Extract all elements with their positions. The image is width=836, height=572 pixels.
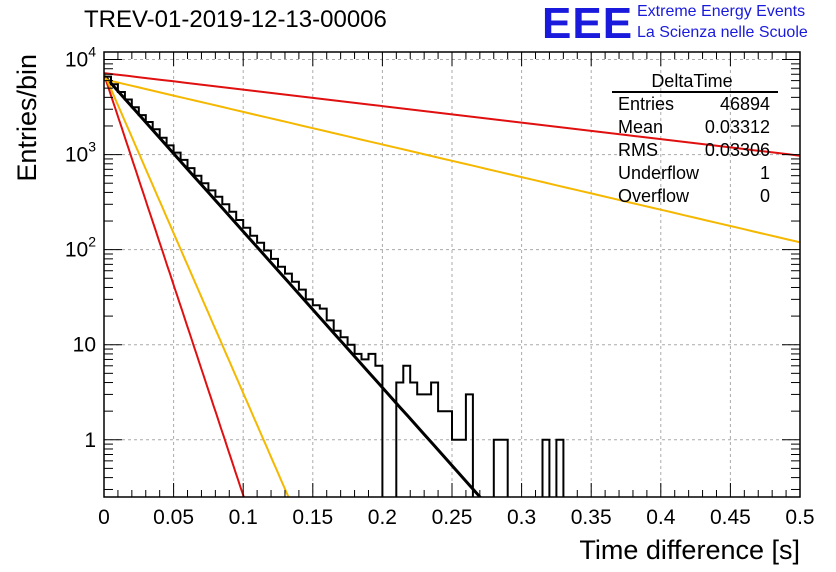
curve-red-steep-line: [104, 73, 245, 497]
curve-layer: [104, 72, 800, 497]
curve-red-flat-line: [104, 72, 800, 157]
x-tick-label: 0.4: [646, 506, 676, 529]
y-tick-label: 104: [65, 44, 96, 72]
x-tick-label: 0.25: [432, 506, 473, 529]
stats-value: 0: [760, 186, 770, 206]
histogram-layer: [104, 75, 565, 497]
stats-box: DeltaTime Entries 46894 Mean 0.03312 RMS 0.03…: [612, 71, 778, 206]
chart-title: TREV-01-2019-12-13-00006: [84, 6, 387, 33]
y-tick-label: 102: [65, 234, 96, 262]
logo-subtitle-line1: Extreme Energy Events: [637, 3, 806, 20]
y-tick-label: 1: [84, 429, 96, 452]
y-tick-label: 10: [73, 334, 96, 357]
x-tick-label: 0.05: [153, 506, 194, 529]
x-tick-label: 0.35: [571, 506, 612, 529]
logo-subtitle-line2: La Scienza nelle Scuole: [637, 24, 808, 41]
x-tick-label: 0.3: [507, 506, 536, 529]
x-tick-label: 0.15: [292, 506, 333, 529]
curve-orange-flat-line: [104, 78, 800, 244]
stats-label: Underflow: [618, 163, 700, 183]
x-tick-labels: 0 0.05 0.1 0.15 0.2 0.25 0.3 0.35 0.4 0.45 0.5: [98, 506, 814, 529]
y-tick-label: 103: [65, 139, 96, 167]
x-tick-label: 0.45: [710, 506, 751, 529]
x-axis-title: Time difference [s]: [579, 535, 800, 565]
stats-title: DeltaTime: [651, 71, 732, 91]
histogram-steps: [104, 75, 565, 497]
eee-logo: EEE: [542, 0, 634, 48]
stats-label: RMS: [618, 140, 658, 160]
stats-label: Mean: [618, 117, 663, 137]
stats-label: Overflow: [618, 186, 690, 206]
grid-lines: [104, 52, 800, 497]
x-tick-label: 0.5: [785, 506, 814, 529]
axis-ticks: [103, 52, 801, 497]
y-axis-title: Entries/bin: [12, 54, 42, 182]
stats-value: 1: [760, 163, 770, 183]
stats-rows: Entries 46894 Mean 0.03312 RMS 0.03306Underfl…: [618, 94, 770, 206]
x-tick-label: 0.1: [229, 506, 258, 529]
stats-value: 0.03312: [705, 117, 770, 137]
curve-orange-steep-line: [104, 72, 290, 497]
fit-line: [104, 74, 483, 497]
stats-label: Entries: [618, 94, 674, 114]
x-tick-label: 0: [98, 506, 110, 529]
x-tick-label: 0.2: [368, 506, 397, 529]
stats-value: 46894: [720, 94, 770, 114]
stats-value: 0.03306: [705, 140, 770, 160]
y-tick-labels: 1 10 102 103 104: [65, 44, 96, 452]
